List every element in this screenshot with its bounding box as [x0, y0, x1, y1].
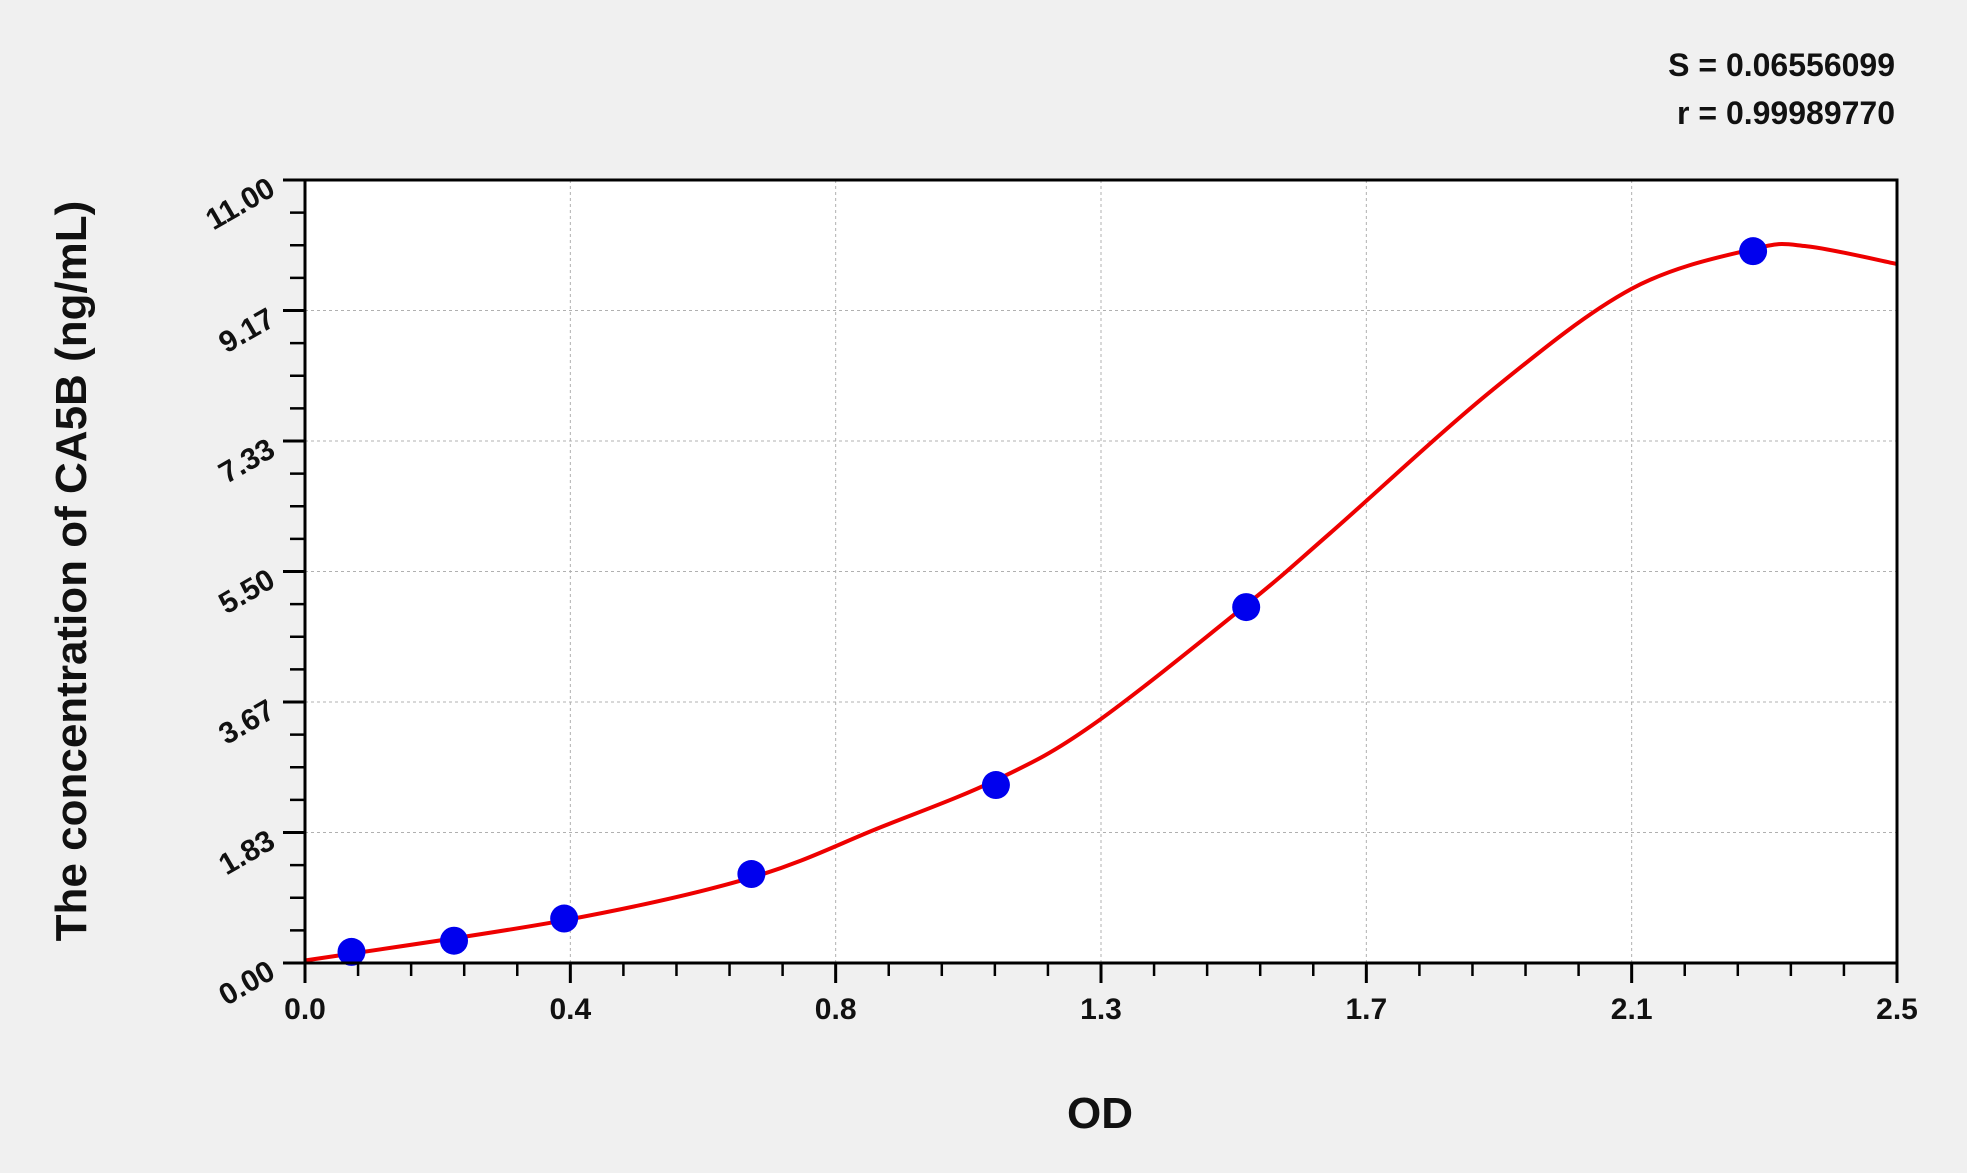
- data-point: [1739, 237, 1768, 266]
- data-point: [337, 937, 366, 966]
- y-tick-labels: 0.00 1.83 3.67 5.50 7.33 9.17 11.00: [200, 171, 280, 1012]
- x-tick-label: 1.3: [1080, 993, 1122, 1026]
- plot-frame: [303, 178, 1899, 965]
- stat-s: S = 0.06556099: [1668, 47, 1895, 83]
- stat-r: r = 0.99989770: [1677, 95, 1895, 131]
- grid: [305, 180, 1897, 963]
- y-tick-label: 9.17: [213, 302, 280, 360]
- y-tick-label: 7.33: [213, 432, 280, 490]
- x-tick-label: 0.4: [549, 993, 591, 1026]
- data-point: [550, 904, 579, 933]
- data-point: [981, 771, 1010, 800]
- y-tick-label: 0.00: [213, 954, 280, 1012]
- y-tick-label: 5.50: [213, 563, 280, 621]
- y-tick-label: 11.00: [200, 171, 280, 236]
- data-point: [440, 926, 469, 955]
- x-tick-label: 0.8: [815, 993, 857, 1026]
- x-tick-label: 0.0: [284, 993, 326, 1026]
- data-point: [1232, 593, 1261, 622]
- x-tick-label: 2.5: [1876, 993, 1918, 1026]
- fit-curve: [304, 242, 1898, 963]
- x-axis-label: OD: [1067, 1089, 1133, 1138]
- y-tick-label: 1.83: [213, 824, 280, 882]
- data-points: [337, 237, 1768, 966]
- data-point: [737, 860, 766, 889]
- x-tick-label: 2.1: [1611, 993, 1653, 1026]
- ticks: [283, 178, 1899, 983]
- x-tick-labels: 0.0 0.4 0.8 1.3 1.7 2.1 2.5: [284, 993, 1918, 1026]
- x-tick-label: 1.7: [1345, 993, 1387, 1026]
- y-axis-label: The concentration of CA5B (ng/mL): [47, 201, 96, 942]
- y-tick-label: 3.67: [213, 693, 280, 751]
